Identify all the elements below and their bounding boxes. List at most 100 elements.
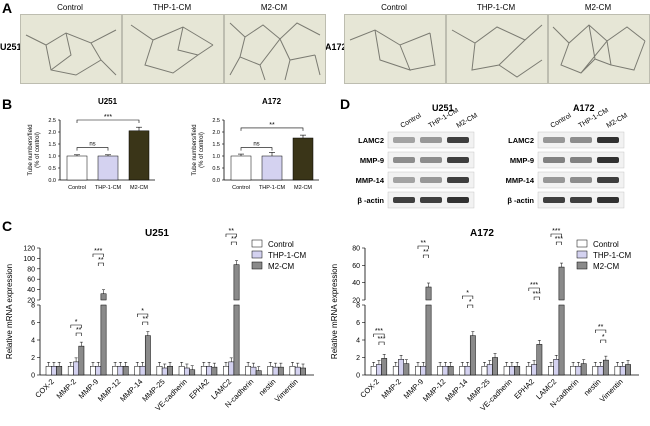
blot-band xyxy=(420,157,442,163)
panel-label-a: A xyxy=(2,0,13,16)
blot-protein-label: MMP-9 xyxy=(360,156,384,165)
bar xyxy=(67,366,74,376)
significance-label: ** xyxy=(421,240,427,247)
panel-a-a172-thp1-label: THP-1-CM xyxy=(476,3,516,12)
bar xyxy=(51,366,57,376)
significance-bracket xyxy=(600,339,607,343)
blot-strip xyxy=(387,131,475,149)
x-tick-label: M2-CM xyxy=(294,185,312,191)
x-tick-label: EPHA2 xyxy=(512,377,536,401)
legend-swatch xyxy=(251,239,263,248)
bar xyxy=(117,366,124,376)
y-tick-label: 60 xyxy=(27,277,35,284)
x-tick-label: Vimentin xyxy=(598,377,625,404)
significance-label: *** xyxy=(530,282,538,289)
bar xyxy=(223,366,229,376)
blot-band xyxy=(393,197,415,203)
chart-b-a172: A172 Tube numbers/field(% of control) 0.0 0… xyxy=(192,97,319,191)
bar xyxy=(392,366,399,376)
legend-swatch xyxy=(251,250,263,259)
bar xyxy=(233,304,240,376)
significance-bracket xyxy=(462,295,474,299)
x-tick-label: Control xyxy=(232,185,250,191)
x-tick-label: COX-2 xyxy=(358,377,381,400)
significance-label: *** xyxy=(533,291,541,298)
bar xyxy=(97,155,119,181)
y-tick-label: 2 xyxy=(356,355,360,362)
bar xyxy=(381,358,388,376)
bar xyxy=(255,370,262,376)
panel-a-u251-control-label: Control xyxy=(57,3,83,12)
y-tick-label: 0.0 xyxy=(212,178,220,184)
bar xyxy=(294,366,301,376)
significance-label: ** xyxy=(423,249,429,256)
bar xyxy=(144,335,151,376)
blot-lane-label: THP-1-CM xyxy=(428,108,461,130)
significance-bracket xyxy=(373,333,385,337)
bar xyxy=(56,366,63,376)
bar xyxy=(161,367,168,376)
legend-swatch xyxy=(251,261,263,270)
significance-bracket xyxy=(97,262,104,266)
chart-title: U251 xyxy=(145,228,169,239)
chart-title: U251 xyxy=(98,97,118,106)
blot-lane-label: THP-1-CM xyxy=(578,108,611,130)
significance-label: * xyxy=(602,334,605,341)
bar xyxy=(514,366,521,376)
x-tick-label: MMP-12 xyxy=(96,377,122,403)
y-tick-label: 80 xyxy=(27,266,35,273)
significance-bracket xyxy=(533,296,540,300)
significance-bracket xyxy=(595,329,607,333)
y-tick-label: 6 xyxy=(31,320,35,327)
bar xyxy=(289,366,296,376)
bar xyxy=(509,366,515,376)
blot-band xyxy=(393,177,415,183)
panel-a-a172-m2-label: M2-CM xyxy=(584,3,612,12)
blot-band xyxy=(447,157,469,163)
y-tick-label: 100 xyxy=(23,256,35,263)
significance-bracket xyxy=(142,321,149,325)
significance-label: *** xyxy=(555,236,563,243)
y-tick-label: 6 xyxy=(356,320,360,327)
bar xyxy=(156,366,163,376)
blot-band xyxy=(543,137,565,143)
bar xyxy=(139,366,146,376)
y-tick-label: 0.0 xyxy=(48,178,56,184)
blot-strip xyxy=(537,131,625,149)
blot-protein-label: β -actin xyxy=(357,196,384,205)
significance-bracket xyxy=(76,119,140,123)
bar xyxy=(277,366,284,376)
blot-band xyxy=(597,177,619,183)
bar xyxy=(73,361,79,376)
y-tick-label: 4 xyxy=(31,338,35,345)
bar xyxy=(592,366,599,376)
bar xyxy=(492,357,498,376)
micrograph-u251-control xyxy=(20,14,122,84)
blot-band xyxy=(597,157,619,163)
y-tick-label: 20 xyxy=(352,298,360,305)
significance-label: ** xyxy=(98,257,104,264)
blot-lane-label: M2-CM xyxy=(606,112,630,130)
bar xyxy=(233,264,240,301)
blot-protein-label: β -actin xyxy=(507,196,534,205)
bar xyxy=(580,363,587,376)
bar xyxy=(625,364,631,376)
y-axis-label: Relative mRNA expression xyxy=(5,264,14,359)
x-tick-label: MMP-2 xyxy=(55,377,78,400)
y-tick-label: 2.5 xyxy=(212,118,220,124)
bar xyxy=(100,293,107,301)
y-tick-label: 2 xyxy=(31,355,35,362)
blot-band xyxy=(420,197,442,203)
x-tick-label: nestin xyxy=(582,377,603,398)
blot-band xyxy=(597,197,619,203)
bar xyxy=(128,130,150,181)
panel-a-right-label: A172 xyxy=(325,42,347,52)
bar xyxy=(420,366,427,376)
y-tick-label: 1.0 xyxy=(48,154,56,160)
significance-bracket xyxy=(70,324,82,328)
bar xyxy=(122,366,129,376)
blot-band xyxy=(543,157,565,163)
y-axis-label: Tube numbers/field(% of control) xyxy=(192,124,205,175)
panel-label-d: D xyxy=(340,96,351,112)
